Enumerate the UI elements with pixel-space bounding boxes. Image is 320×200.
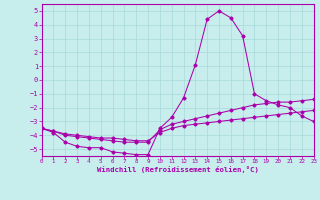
X-axis label: Windchill (Refroidissement éolien,°C): Windchill (Refroidissement éolien,°C) [97,166,259,173]
